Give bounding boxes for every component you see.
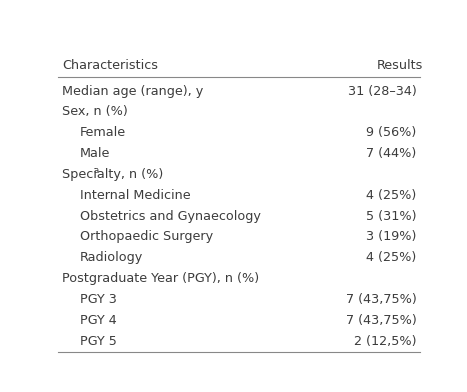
- Text: Sex, n (%): Sex, n (%): [62, 105, 128, 118]
- Text: Median age (range), y: Median age (range), y: [62, 85, 203, 98]
- Text: 3 (19%): 3 (19%): [366, 230, 417, 243]
- Text: Radiology: Radiology: [80, 251, 143, 264]
- Text: PGY 4: PGY 4: [80, 314, 117, 327]
- Text: 9 (56%): 9 (56%): [367, 126, 417, 139]
- Text: 7 (44%): 7 (44%): [367, 147, 417, 160]
- Text: Internal Medicine: Internal Medicine: [80, 189, 191, 202]
- Text: Results: Results: [377, 59, 423, 72]
- Text: Postgraduate Year (PGY), n (%): Postgraduate Year (PGY), n (%): [62, 272, 259, 285]
- Text: 5 (31%): 5 (31%): [366, 210, 417, 223]
- Text: 2 (12,5%): 2 (12,5%): [354, 334, 417, 348]
- Text: Specialty, n (%): Specialty, n (%): [62, 168, 163, 181]
- Text: Characteristics: Characteristics: [62, 59, 158, 72]
- Text: a: a: [93, 166, 99, 175]
- Text: Male: Male: [80, 147, 111, 160]
- Text: 4 (25%): 4 (25%): [367, 189, 417, 202]
- Text: 7 (43,75%): 7 (43,75%): [346, 314, 417, 327]
- Text: 7 (43,75%): 7 (43,75%): [346, 293, 417, 306]
- Text: Orthopaedic Surgery: Orthopaedic Surgery: [80, 230, 213, 243]
- Text: PGY 3: PGY 3: [80, 293, 117, 306]
- Text: 4 (25%): 4 (25%): [367, 251, 417, 264]
- Text: Obstetrics and Gynaecology: Obstetrics and Gynaecology: [80, 210, 261, 223]
- Text: 31 (28–34): 31 (28–34): [348, 85, 417, 98]
- Text: Female: Female: [80, 126, 126, 139]
- Text: PGY 5: PGY 5: [80, 334, 117, 348]
